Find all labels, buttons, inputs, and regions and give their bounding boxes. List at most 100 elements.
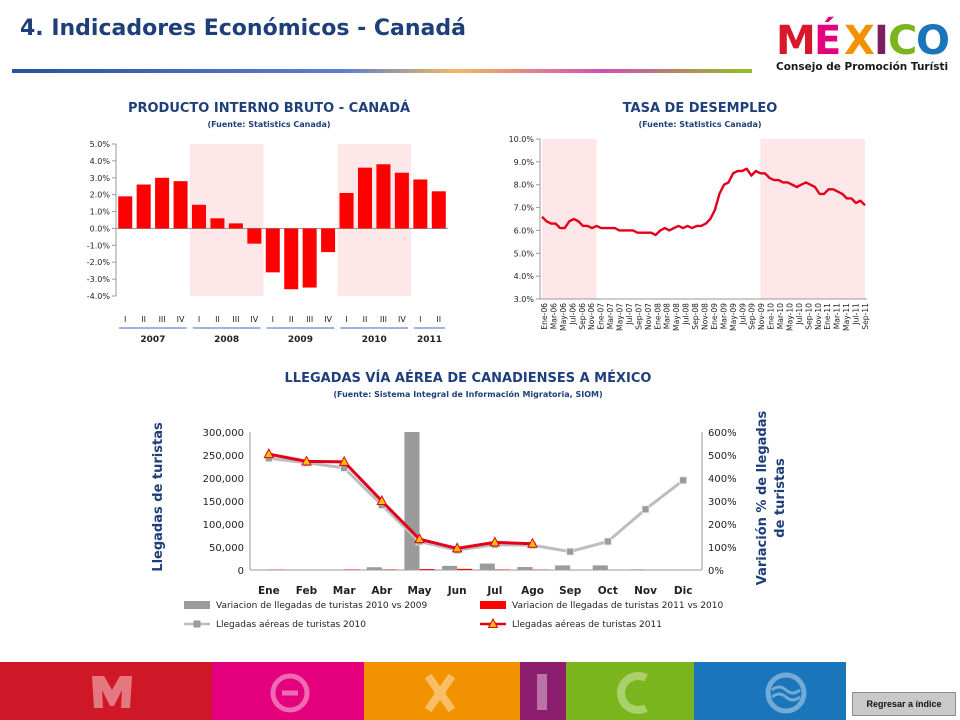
unemployment-month-label: Nov-10 — [814, 303, 823, 330]
legend-label: Variacion de llegadas de turistas 2011 v… — [512, 601, 724, 611]
variation-2010-bar — [442, 565, 458, 570]
unemployment-month-label: Ene-07 — [597, 303, 606, 330]
unemployment-y-tick-label: 9.0% — [514, 158, 535, 167]
legend-swatch — [184, 601, 210, 609]
arrivals-y-tick-label: 100,000 — [203, 520, 244, 531]
gdp-bar — [431, 191, 446, 229]
gdp-bar — [247, 228, 262, 244]
gdp-quarter-label: III — [232, 315, 239, 324]
arrivals-month-label: Jun — [447, 585, 467, 597]
arrivals-2011-marker — [527, 537, 538, 548]
arrivals-2011-marker — [489, 536, 501, 547]
unemployment-month-label: May-11 — [842, 303, 851, 331]
arrivals-chart-subtitle: (Fuente: Sistema Integral de Información… — [333, 389, 602, 399]
gdp-y-tick-label: -2.0% — [87, 258, 111, 267]
arrivals-2010-line — [268, 456, 685, 554]
arrivals-y-tick-label: 0 — [238, 566, 244, 577]
unemployment-y-tick-label: 5.0% — [514, 249, 535, 258]
gdp-quarter-label: II — [363, 315, 368, 324]
unemployment-month-label: Nov-07 — [644, 303, 653, 330]
unemployment-month-label: Ene-11 — [823, 303, 832, 330]
variation-2010-bar — [630, 569, 646, 570]
unemployment-month-label: May-07 — [616, 303, 625, 331]
arrivals-2011-marker — [451, 542, 463, 553]
variation-2010-bar — [479, 563, 495, 570]
unemployment-month-label: Sep-06 — [578, 303, 587, 330]
arrivals-2011-marker — [376, 494, 388, 505]
gdp-bar — [265, 228, 280, 273]
unemployment-month-label: Nov-09 — [757, 303, 766, 330]
gdp-quarter-label: II — [141, 315, 146, 324]
arrivals-y-tick-label: 150,000 — [203, 497, 244, 508]
unemployment-month-label: Mar-07 — [606, 303, 615, 329]
arrivals-month-label: Sep — [559, 585, 582, 597]
gdp-quarter-label: IV — [324, 315, 332, 324]
arrivals-2010-marker — [679, 476, 688, 485]
arrivals-y2-axis-label-line2: de turistas — [773, 458, 788, 538]
unemployment-y-tick-label: 7.0% — [514, 204, 535, 213]
gdp-bar — [376, 164, 391, 229]
gdp-bar — [394, 172, 409, 229]
unemployment-month-label: Ene-09 — [710, 303, 719, 330]
gdp-year-label: 2009 — [288, 335, 313, 345]
gdp-y-tick-label: 1.0% — [90, 208, 111, 217]
unemployment-month-label: Jul-09 — [738, 303, 747, 326]
logo-letter-m: M — [776, 18, 816, 64]
gdp-bar — [321, 228, 336, 253]
gdp-y-tick-label: 4.0% — [90, 157, 111, 166]
arrivals-month-label: Abr — [371, 585, 393, 597]
logo-letter-e: É — [814, 16, 841, 64]
gdp-bar — [136, 184, 151, 229]
unemployment-line — [541, 167, 866, 237]
arrivals-y-tick-label: 300,000 — [203, 428, 244, 439]
gdp-quarter-label: II — [289, 315, 294, 324]
arrivals-month-label: Feb — [296, 585, 318, 597]
gdp-quarter-label: I — [419, 315, 421, 324]
unemployment-month-label: May-10 — [786, 303, 795, 331]
logo-letter-o: O — [916, 18, 948, 64]
unemployment-year-band — [542, 139, 597, 299]
variation-2010-bar — [366, 567, 382, 570]
gdp-quarter-label: I — [198, 315, 200, 324]
shell-c-icon — [617, 672, 648, 714]
gdp-bar — [155, 177, 170, 229]
arrivals-y2-tick-label: 600% — [708, 428, 737, 439]
arrivals-month-label: Dic — [674, 585, 693, 597]
unemployment-month-label: Mar-10 — [776, 303, 785, 329]
spiral-e-icon — [270, 673, 310, 713]
logo-letter-x: X — [844, 18, 875, 64]
unemployment-month-label: Ene-08 — [653, 303, 662, 330]
unemployment-month-label: May-08 — [672, 303, 681, 331]
unemployment-month-label: Ene-10 — [767, 303, 776, 330]
legend-marker — [487, 617, 499, 628]
gdp-year-label: 2007 — [140, 335, 165, 345]
variation-2010-bar — [592, 565, 608, 570]
arrivals-chart-title: LLEGADAS VÍA AÉREA DE CANADIENSES A MÉXI… — [285, 370, 652, 386]
gdp-quarter-label: III — [306, 315, 313, 324]
back-to-index-button[interactable]: Regresar a índice — [852, 692, 956, 716]
legend-label: Llegadas aéreas de turistas 2011 — [512, 619, 662, 630]
logo-letter-c: C — [888, 18, 917, 64]
arrivals-y2-axis-label-line1: Variación % de llegadas — [755, 411, 770, 586]
gdp-bar — [413, 179, 428, 229]
gdp-quarter-label: IV — [250, 315, 258, 324]
gdp-quarter-label: III — [159, 315, 166, 324]
arrivals-2010-marker — [603, 537, 612, 546]
arrivals-y2-tick-label: 300% — [708, 497, 737, 508]
gdp-bar — [118, 196, 133, 229]
gdp-quarter-label: I — [345, 315, 347, 324]
arrivals-2010-marker — [566, 547, 575, 556]
arrivals-2011-marker — [301, 455, 312, 466]
gdp-y-tick-label: 2.0% — [90, 191, 111, 200]
arrivals-y-axis-label: Llegadas de turistas — [151, 422, 166, 572]
arrivals-2011-marker — [263, 448, 275, 459]
variation-2010-bar — [404, 432, 420, 570]
unemployment-month-label: Sep-07 — [634, 303, 643, 330]
unemployment-month-label: Mar-06 — [549, 303, 558, 329]
arrivals-y-tick-label: 250,000 — [203, 451, 244, 462]
arrivals-month-label: Jul — [486, 585, 502, 597]
unemployment-month-label: Nov-06 — [587, 303, 596, 330]
variation-2010-bar — [555, 565, 571, 570]
gdp-quarter-label: II — [215, 315, 220, 324]
unemployment-month-label: Ene-06 — [540, 303, 549, 330]
